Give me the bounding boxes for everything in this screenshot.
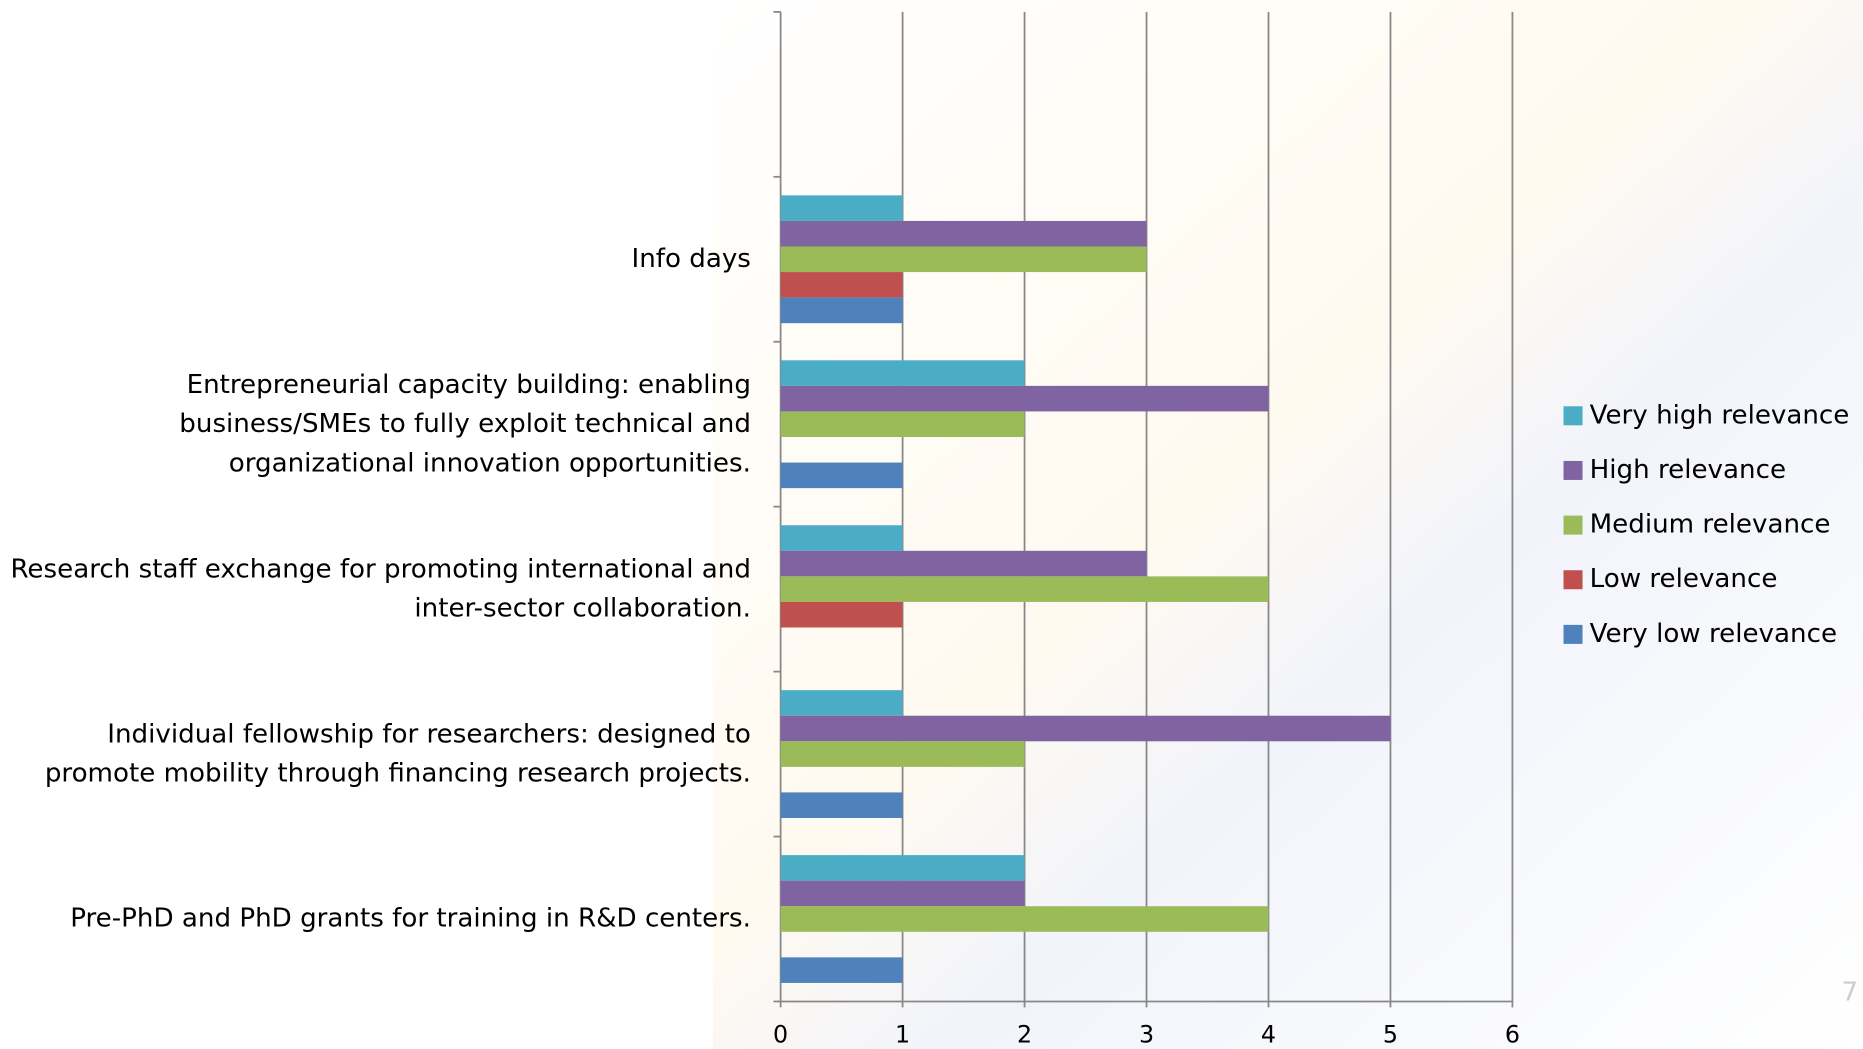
x-tick-label: 4 <box>1261 1020 1276 1048</box>
x-tick-label: 2 <box>1017 1020 1032 1048</box>
y-tick-label: Research staff exchange for promoting in… <box>10 554 750 623</box>
bar <box>780 360 1025 386</box>
x-tick-label: 6 <box>1505 1020 1520 1048</box>
bar <box>780 957 903 983</box>
legend-label: Medium relevance <box>1590 510 1831 540</box>
bar <box>780 741 1025 767</box>
x-tick-label: 1 <box>895 1020 910 1048</box>
bar <box>780 880 1025 907</box>
bar <box>780 792 903 818</box>
bar <box>780 601 903 628</box>
legend-swatch <box>1563 515 1583 535</box>
bar <box>780 411 1025 437</box>
legend-swatch <box>1563 624 1583 644</box>
y-tick-label: Entrepreneurial capacity building: enabl… <box>179 370 751 478</box>
bar <box>780 576 1269 602</box>
legend-swatch <box>1563 406 1583 426</box>
legend-label: Low relevance <box>1590 564 1778 594</box>
bar <box>780 855 1025 881</box>
bar <box>780 690 903 716</box>
legend-label: Very high relevance <box>1590 400 1850 430</box>
x-tick-label: 0 <box>773 1020 788 1048</box>
legend-swatch <box>1563 460 1583 480</box>
page-number: 7 <box>1842 978 1859 1008</box>
bar <box>780 906 1269 932</box>
y-tick-label: Info days <box>632 244 751 274</box>
x-tick-label: 3 <box>1139 1020 1154 1048</box>
bar <box>780 297 903 324</box>
bar <box>780 550 1147 577</box>
y-tick-label: Pre-PhD and PhD grants for training in R… <box>70 904 751 934</box>
bar <box>780 462 903 489</box>
y-tick-label: Individual fellowship for researchers: d… <box>45 719 751 788</box>
legend-label: Very low relevance <box>1590 619 1837 649</box>
bar <box>780 220 1147 247</box>
bar <box>780 272 903 298</box>
bar <box>780 246 1147 273</box>
bar <box>780 525 903 551</box>
bar <box>780 385 1269 412</box>
legend-label: High relevance <box>1590 455 1786 485</box>
legend-swatch <box>1563 570 1583 590</box>
bar <box>780 195 903 221</box>
x-tick-label: 5 <box>1383 1020 1398 1048</box>
bar <box>780 715 1391 742</box>
